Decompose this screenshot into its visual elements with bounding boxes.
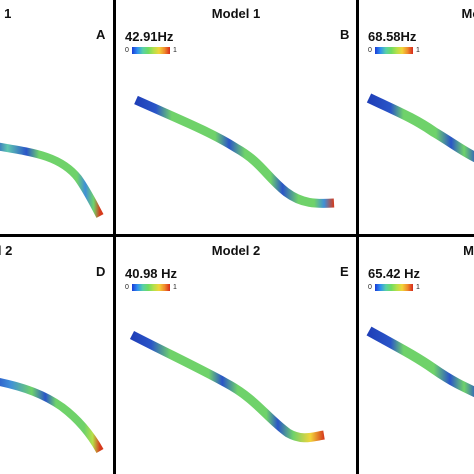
panel-b-title: Model 1 <box>211 6 261 21</box>
panel-c: Mode 68.58Hz 0 1 <box>359 0 474 234</box>
colorbar-gradient <box>375 47 413 54</box>
beam-mode-shape-a <box>0 142 104 218</box>
panel-f-title: Mod <box>463 243 474 258</box>
panel-e-title: Model 2 <box>211 243 261 258</box>
panel-d-label: D <box>96 264 106 279</box>
colorbar-max: 1 <box>173 284 177 291</box>
colorbar-gradient <box>132 284 170 291</box>
colorbar-min: 0 <box>368 284 372 291</box>
colorbar-max: 1 <box>416 284 420 291</box>
panel-e-frequency: 40.98 Hz <box>125 266 178 281</box>
panel-a-title: del 1 <box>0 6 12 21</box>
panel-e: Model 2 E 40.98 Hz 0 1 <box>116 237 356 474</box>
panel-a-label: A <box>96 27 106 42</box>
beam-mode-shape-b <box>134 95 335 208</box>
beam-mode-shape-c <box>366 93 474 163</box>
panel-c-title: Mode <box>461 6 474 21</box>
panel-f-frequency: 65.42 Hz <box>368 266 421 281</box>
colorbar-min: 0 <box>125 47 129 54</box>
beam-mode-shape-d <box>0 377 104 453</box>
panel-b: Model 1 B 42.91Hz 0 1 <box>116 0 356 234</box>
colorbar-gradient <box>132 47 170 54</box>
colorbar-min: 0 <box>125 284 129 291</box>
panel-e-label: E <box>340 264 349 279</box>
colorbar-max: 1 <box>173 47 177 54</box>
panel-d-title: el 2 <box>0 243 13 258</box>
colorbar-gradient <box>375 284 413 291</box>
panel-c-frequency: 68.58Hz <box>368 29 417 44</box>
panel-a: del 1 A <box>0 0 113 234</box>
colorbar-max: 1 <box>416 47 420 54</box>
beam-mode-shape-f <box>366 326 474 398</box>
panel-d: el 2 D <box>0 237 113 474</box>
beam-mode-shape-e <box>129 330 325 443</box>
colorbar-min: 0 <box>368 47 372 54</box>
panel-f: Mod 65.42 Hz 0 1 <box>359 237 474 474</box>
panel-b-label: B <box>340 27 350 42</box>
panel-b-frequency: 42.91Hz <box>125 29 174 44</box>
